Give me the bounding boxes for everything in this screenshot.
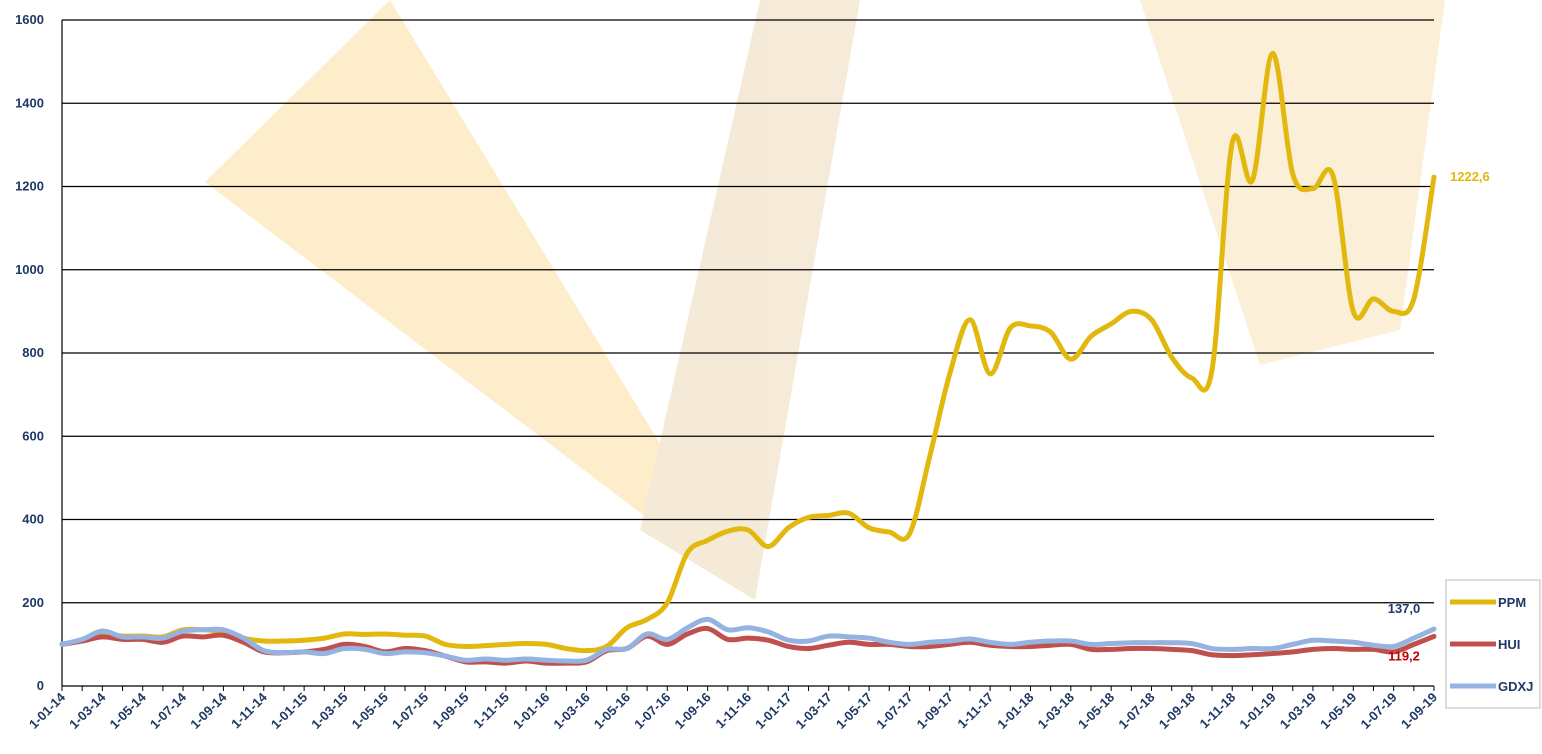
- x-tick-label: 1-09-15: [429, 690, 471, 732]
- x-tick-label: 1-11-15: [470, 690, 512, 732]
- x-tick-label: 1-03-19: [1277, 690, 1319, 732]
- y-tick-label: 1400: [15, 95, 44, 110]
- background-decoration: [205, 0, 1445, 600]
- x-tick-label: 1-07-19: [1357, 690, 1399, 732]
- x-tick-label: 1-05-19: [1317, 690, 1359, 732]
- legend-label: HUI: [1498, 637, 1520, 652]
- x-tick-label: 1-07-18: [1115, 690, 1157, 732]
- x-tick-label: 1-11-17: [954, 690, 996, 732]
- value-label: 137,0: [1388, 601, 1421, 616]
- series-line: [62, 628, 1434, 663]
- y-tick-label: 1600: [15, 12, 44, 27]
- legend-label: PPM: [1498, 595, 1526, 610]
- x-tick-label: 1-11-18: [1197, 690, 1239, 732]
- x-tick-label: 1-09-18: [1156, 690, 1198, 732]
- x-tick-label: 1-09-19: [1398, 690, 1440, 732]
- x-tick-label: 1-09-16: [671, 690, 713, 732]
- x-tick-label: 1-01-15: [268, 690, 310, 732]
- page: 020040060080010001200140016001-01-141-03…: [0, 0, 1542, 754]
- x-tick-label: 1-05-16: [591, 690, 633, 732]
- x-tick-label: 1-11-14: [228, 689, 270, 731]
- x-tick-label: 1-05-14: [107, 689, 150, 732]
- x-tick-label: 1-05-17: [833, 690, 875, 732]
- x-tick-label: 1-05-15: [349, 690, 391, 732]
- x-tick-label: 1-01-16: [510, 690, 552, 732]
- x-tick-label: 1-07-14: [147, 689, 190, 732]
- x-tick-label: 1-01-19: [1236, 690, 1278, 732]
- x-tick-label: 1-01-17: [752, 690, 794, 732]
- value-label: 119,2: [1388, 648, 1420, 663]
- y-tick-label: 1200: [15, 179, 44, 194]
- x-tick-label: 1-07-15: [389, 690, 431, 732]
- x-tick-label: 1-07-17: [873, 690, 915, 732]
- value-label: 1222,6: [1450, 169, 1490, 184]
- x-tick-label: 1-03-18: [1035, 690, 1077, 732]
- x-tick-label: 1-07-16: [631, 690, 673, 732]
- y-tick-label: 200: [22, 595, 44, 610]
- x-tick-label: 1-09-17: [914, 690, 956, 732]
- y-tick-label: 1000: [15, 262, 44, 277]
- y-tick-label: 0: [37, 678, 44, 693]
- y-tick-label: 400: [22, 512, 44, 527]
- x-tick-label: 1-03-16: [550, 690, 592, 732]
- x-tick-label: 1-05-18: [1075, 690, 1117, 732]
- x-tick-label: 1-03-17: [793, 690, 835, 732]
- legend-label: GDXJ: [1498, 679, 1533, 694]
- x-tick-label: 1-09-14: [187, 689, 230, 732]
- y-tick-label: 600: [22, 428, 44, 443]
- y-tick-label: 800: [22, 345, 44, 360]
- chart: 020040060080010001200140016001-01-141-03…: [0, 0, 1542, 754]
- x-tick-label: 1-11-16: [712, 690, 754, 732]
- x-tick-label: 1-03-15: [308, 690, 350, 732]
- x-tick-label: 1-01-14: [26, 689, 69, 732]
- x-tick-label: 1-03-14: [66, 689, 109, 732]
- x-tick-label: 1-01-18: [994, 690, 1036, 732]
- decor-shape: [640, 0, 860, 600]
